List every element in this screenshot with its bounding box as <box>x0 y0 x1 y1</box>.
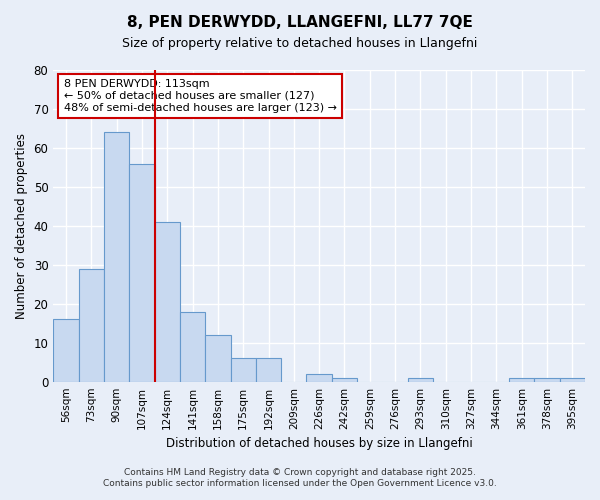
Bar <box>509 378 535 382</box>
Text: Size of property relative to detached houses in Llangefni: Size of property relative to detached ho… <box>122 38 478 51</box>
Y-axis label: Number of detached properties: Number of detached properties <box>15 133 28 319</box>
Bar <box>332 378 357 382</box>
Bar <box>53 320 79 382</box>
Bar <box>408 378 433 382</box>
Bar <box>230 358 256 382</box>
Bar <box>104 132 129 382</box>
Bar <box>560 378 585 382</box>
Bar <box>205 335 230 382</box>
Bar <box>256 358 281 382</box>
Bar <box>307 374 332 382</box>
Bar <box>129 164 155 382</box>
Bar <box>155 222 180 382</box>
Text: Contains HM Land Registry data © Crown copyright and database right 2025.
Contai: Contains HM Land Registry data © Crown c… <box>103 468 497 487</box>
Text: 8 PEN DERWYDD: 113sqm
← 50% of detached houses are smaller (127)
48% of semi-det: 8 PEN DERWYDD: 113sqm ← 50% of detached … <box>64 80 337 112</box>
X-axis label: Distribution of detached houses by size in Llangefni: Distribution of detached houses by size … <box>166 437 473 450</box>
Bar <box>535 378 560 382</box>
Bar <box>180 312 205 382</box>
Bar <box>79 268 104 382</box>
Text: 8, PEN DERWYDD, LLANGEFNI, LL77 7QE: 8, PEN DERWYDD, LLANGEFNI, LL77 7QE <box>127 15 473 30</box>
